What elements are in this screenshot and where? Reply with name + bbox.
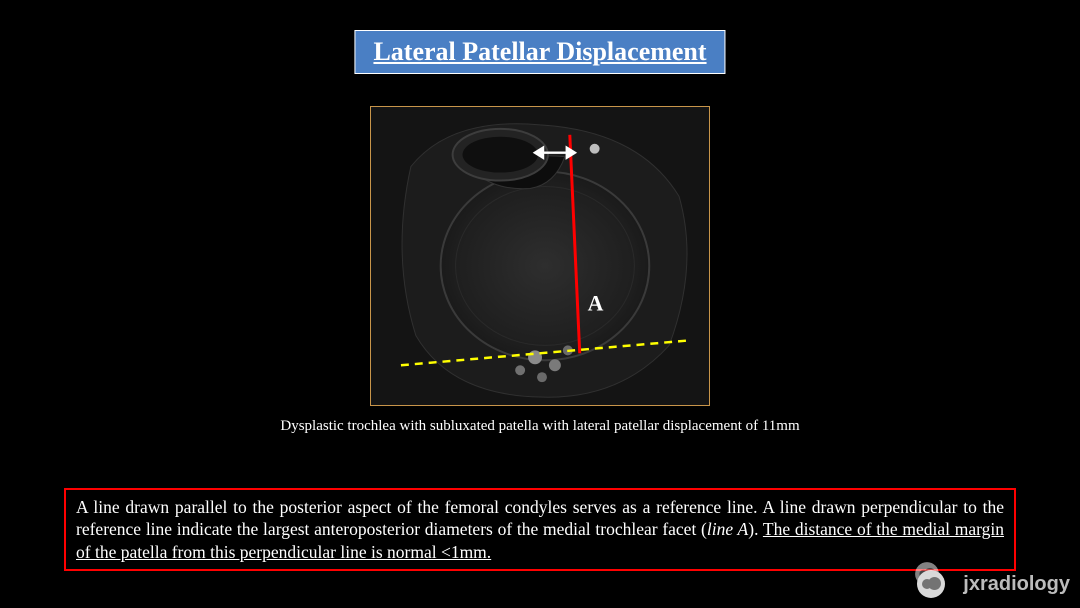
mri-image-frame: A bbox=[370, 106, 710, 406]
wechat-icon bbox=[917, 570, 945, 598]
description-box: A line drawn parallel to the posterior a… bbox=[64, 488, 1016, 571]
watermark-text: jxradiology bbox=[963, 573, 1070, 596]
page-title: Lateral Patellar Displacement bbox=[373, 37, 706, 66]
description-text: A line drawn parallel to the posterior a… bbox=[76, 496, 1004, 563]
desc-line-a-ref: line A bbox=[707, 519, 748, 539]
title-banner: Lateral Patellar Displacement bbox=[354, 30, 725, 74]
watermark: jxradiology bbox=[917, 570, 1070, 598]
line-a-label: A bbox=[588, 292, 604, 316]
image-caption: Dysplastic trochlea with subluxated pate… bbox=[0, 418, 1080, 435]
desc-part2: ). bbox=[748, 519, 763, 539]
mri-diagram: A bbox=[371, 107, 709, 405]
